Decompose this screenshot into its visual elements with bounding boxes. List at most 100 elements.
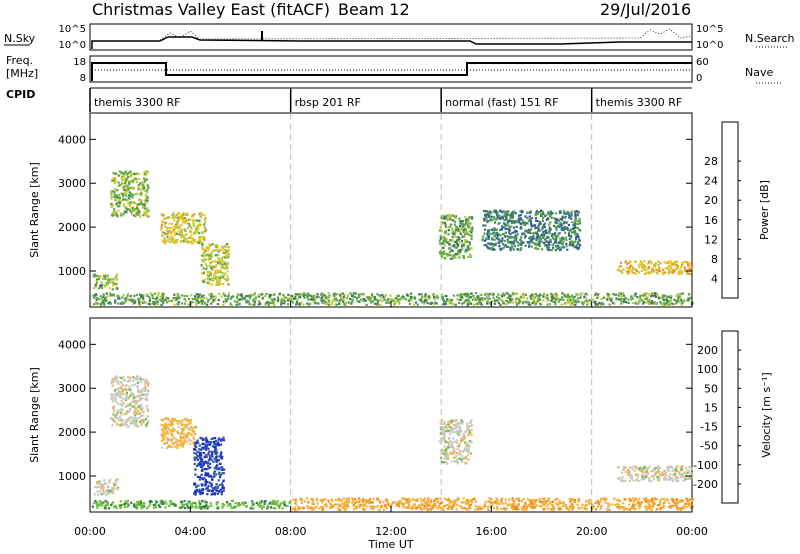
velocity-cell [190,439,193,442]
power-cell [367,297,370,301]
power-cell [455,241,458,244]
power-cell [571,294,574,297]
velocity-cell [319,506,323,509]
power-cell [486,299,489,302]
power-cell [554,240,557,243]
nsearch-label: N.Search [745,32,795,45]
power-cell [520,227,523,230]
power-cell [362,300,365,303]
velocity-cell [145,405,148,408]
velocity-cell [294,498,297,501]
velocity-cell [183,426,186,429]
power-cell [495,228,498,231]
velocity-cell [221,466,224,469]
power-cell [111,190,114,193]
power-cell [520,236,523,239]
velocity-cell [215,459,219,462]
velocity-cell [628,503,631,506]
power-cell [202,254,205,257]
velocity-cell [676,506,679,509]
power-cell [144,179,147,182]
power-cell [545,296,548,299]
power-cell [538,220,541,224]
power-cell [118,296,121,299]
power-cell [614,293,617,296]
power-region-3 [200,243,231,286]
power-cell [680,303,683,306]
power-cell [631,297,634,300]
velocity-cell [125,395,128,398]
power-cell [535,232,538,236]
velocity-cell [167,427,170,430]
power-cell [167,230,170,233]
velocity-cell [686,502,689,505]
power-cell [133,301,137,304]
velocity-cell [112,482,115,485]
power-cell [529,295,532,298]
velocity-cell [196,490,199,493]
power-cell [506,296,509,299]
power-cell [448,298,451,301]
power-cell [570,236,573,239]
power-cell [219,276,222,279]
velocity-cell [358,506,361,509]
velocity-cell [116,478,119,481]
power-cell [157,292,160,295]
power-cell [482,299,485,302]
velocity-cell [213,445,216,449]
velocity-cell [125,391,128,395]
velocity-cell [125,397,128,400]
power-cell [509,294,512,297]
power-cell [249,295,252,298]
velocity-cell [216,501,220,504]
power-cell [461,245,464,248]
power-cell [493,238,496,241]
power-cell [518,218,521,221]
velocity-cell [552,508,555,511]
power-cell [170,238,173,241]
velocity-cell [110,417,113,420]
power-cell [657,269,660,272]
power-cell [189,301,192,304]
power-cell [607,293,610,296]
velocity-cell [605,497,608,500]
power-cell [138,198,141,201]
power-cell [177,296,180,299]
velocity-cell [316,502,319,505]
power-cell [203,302,207,305]
power-cell [130,300,133,303]
power-cell [172,212,175,215]
velocity-cell [200,460,203,463]
power-cell [187,240,190,243]
velocity-cell [168,438,171,442]
power-cell [457,228,460,231]
power-cell [176,294,179,297]
power-cell [116,294,119,298]
power-cell [568,295,571,298]
velocity-cell [542,508,545,511]
power-cell [608,296,611,300]
power-cell [202,297,206,300]
power-cell [461,222,464,225]
power-cell [532,232,535,235]
power-cell [455,225,458,228]
velocity-cell [176,432,179,435]
power-cell [147,209,150,212]
power-region-4 [91,292,694,307]
velocity-cell [201,478,204,481]
power-cell [486,292,489,295]
velocity-cell [214,444,218,447]
power-cell [450,298,453,302]
velocity-cell [137,378,141,381]
velocity-cell [549,502,552,505]
velocity-cell [673,502,676,505]
velocity-cell [514,506,517,509]
power-cell [504,231,507,234]
power-cell [428,297,431,300]
power-cell [175,213,178,216]
velocity-cell [500,500,503,503]
power-cell [444,257,447,260]
power-cell [201,213,204,216]
power-cell [537,299,540,302]
power-cell [284,296,287,299]
